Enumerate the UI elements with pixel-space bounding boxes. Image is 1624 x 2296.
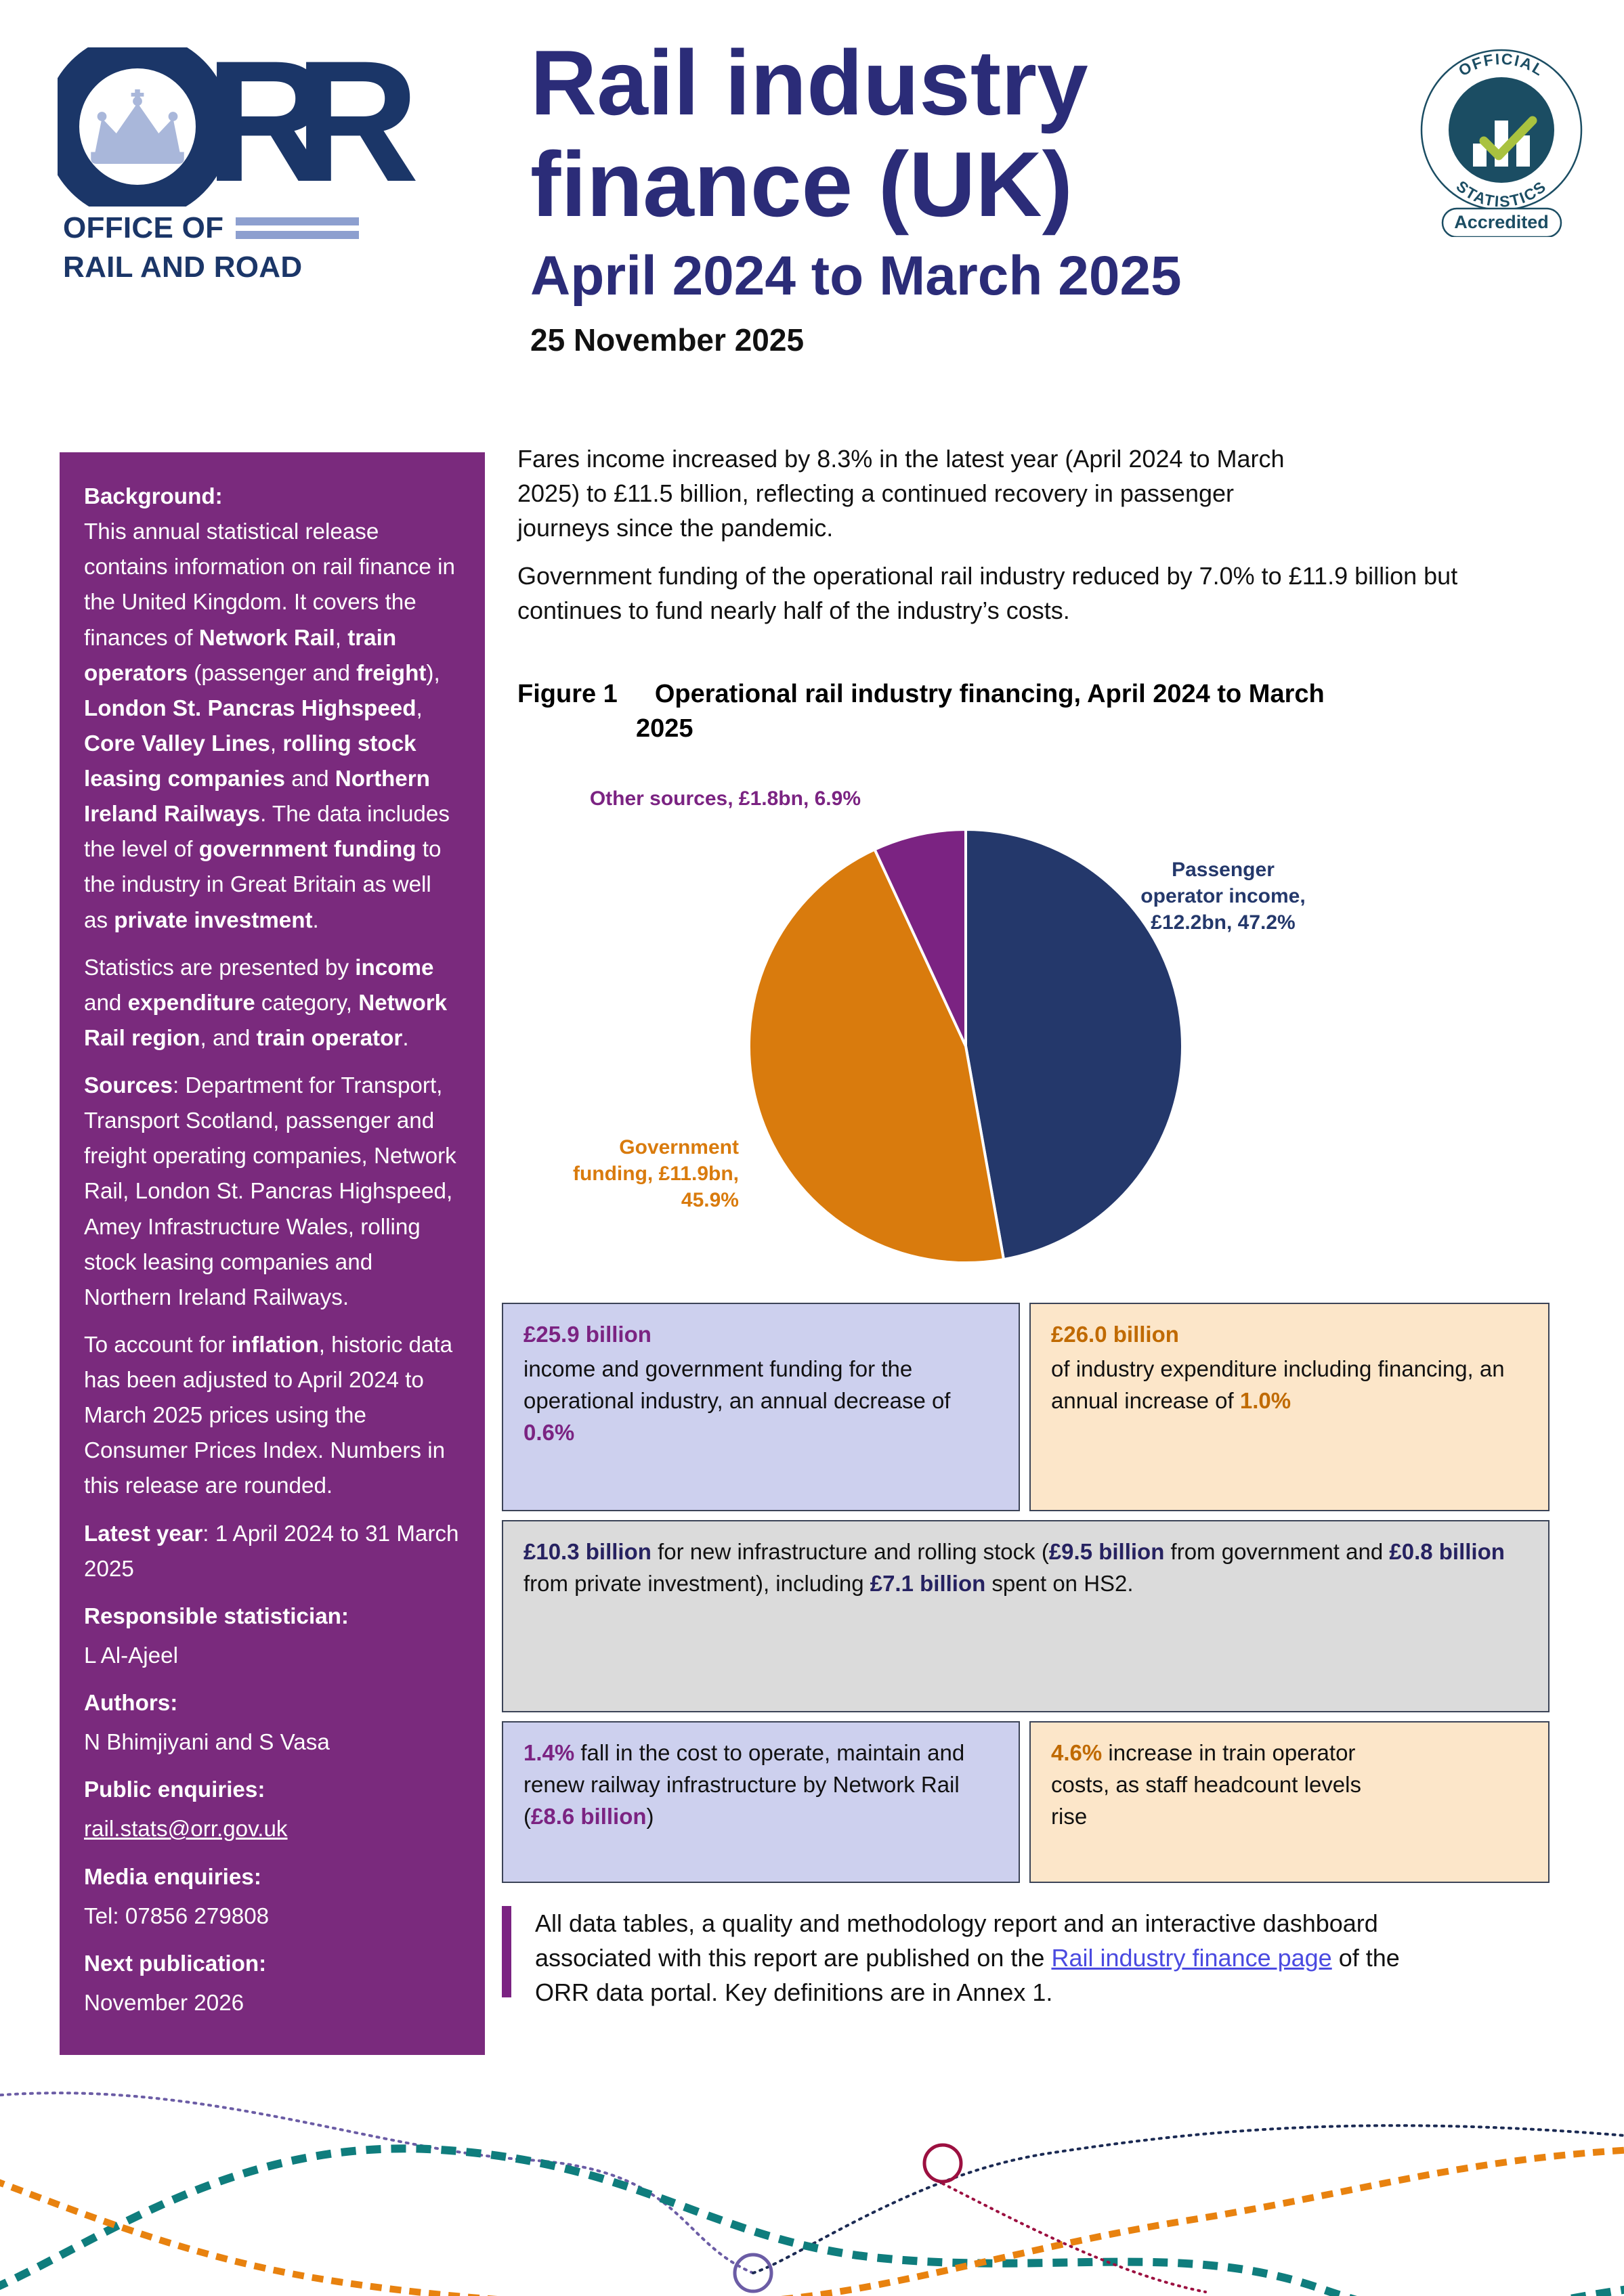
svg-text:Accredited: Accredited xyxy=(1454,212,1549,232)
svg-text:R: R xyxy=(295,47,419,207)
